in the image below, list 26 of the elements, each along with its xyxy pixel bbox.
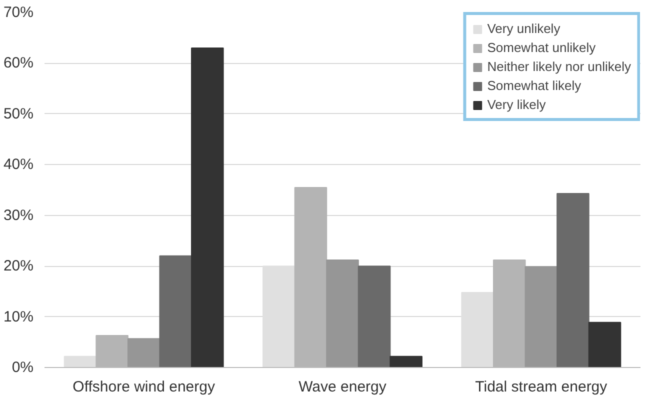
x-tick-label: Wave energy [298, 378, 387, 396]
y-tick-label: 20% [3, 258, 34, 275]
legend-label: Neither likely nor unlikely [487, 59, 631, 74]
legend-label: Very unlikely [487, 21, 560, 36]
legend-label: Somewhat likely [487, 78, 582, 93]
bar [358, 266, 391, 368]
bar [64, 356, 97, 368]
y-tick-label: 30% [3, 206, 34, 224]
bar [326, 259, 359, 368]
y-tick-label: 10% [3, 308, 34, 326]
y-tick-label: 70% [3, 4, 34, 21]
bar [556, 193, 590, 368]
bar [127, 338, 160, 368]
bar [191, 48, 224, 368]
legend-label: Very likely [487, 97, 546, 112]
bar [159, 255, 192, 368]
y-tick-label: 0% [12, 359, 34, 376]
x-tick-label: Offshore wind energy [72, 378, 216, 396]
y-tick-label: 40% [3, 156, 34, 174]
bar [390, 356, 422, 368]
y-tick-label: 60% [3, 54, 34, 72]
legend-label: Somewhat unlikely [487, 40, 596, 55]
y-tick-label: 50% [3, 105, 34, 122]
x-tick-label: Tidal stream energy [475, 378, 608, 396]
bar [588, 322, 622, 368]
bar [524, 266, 558, 368]
